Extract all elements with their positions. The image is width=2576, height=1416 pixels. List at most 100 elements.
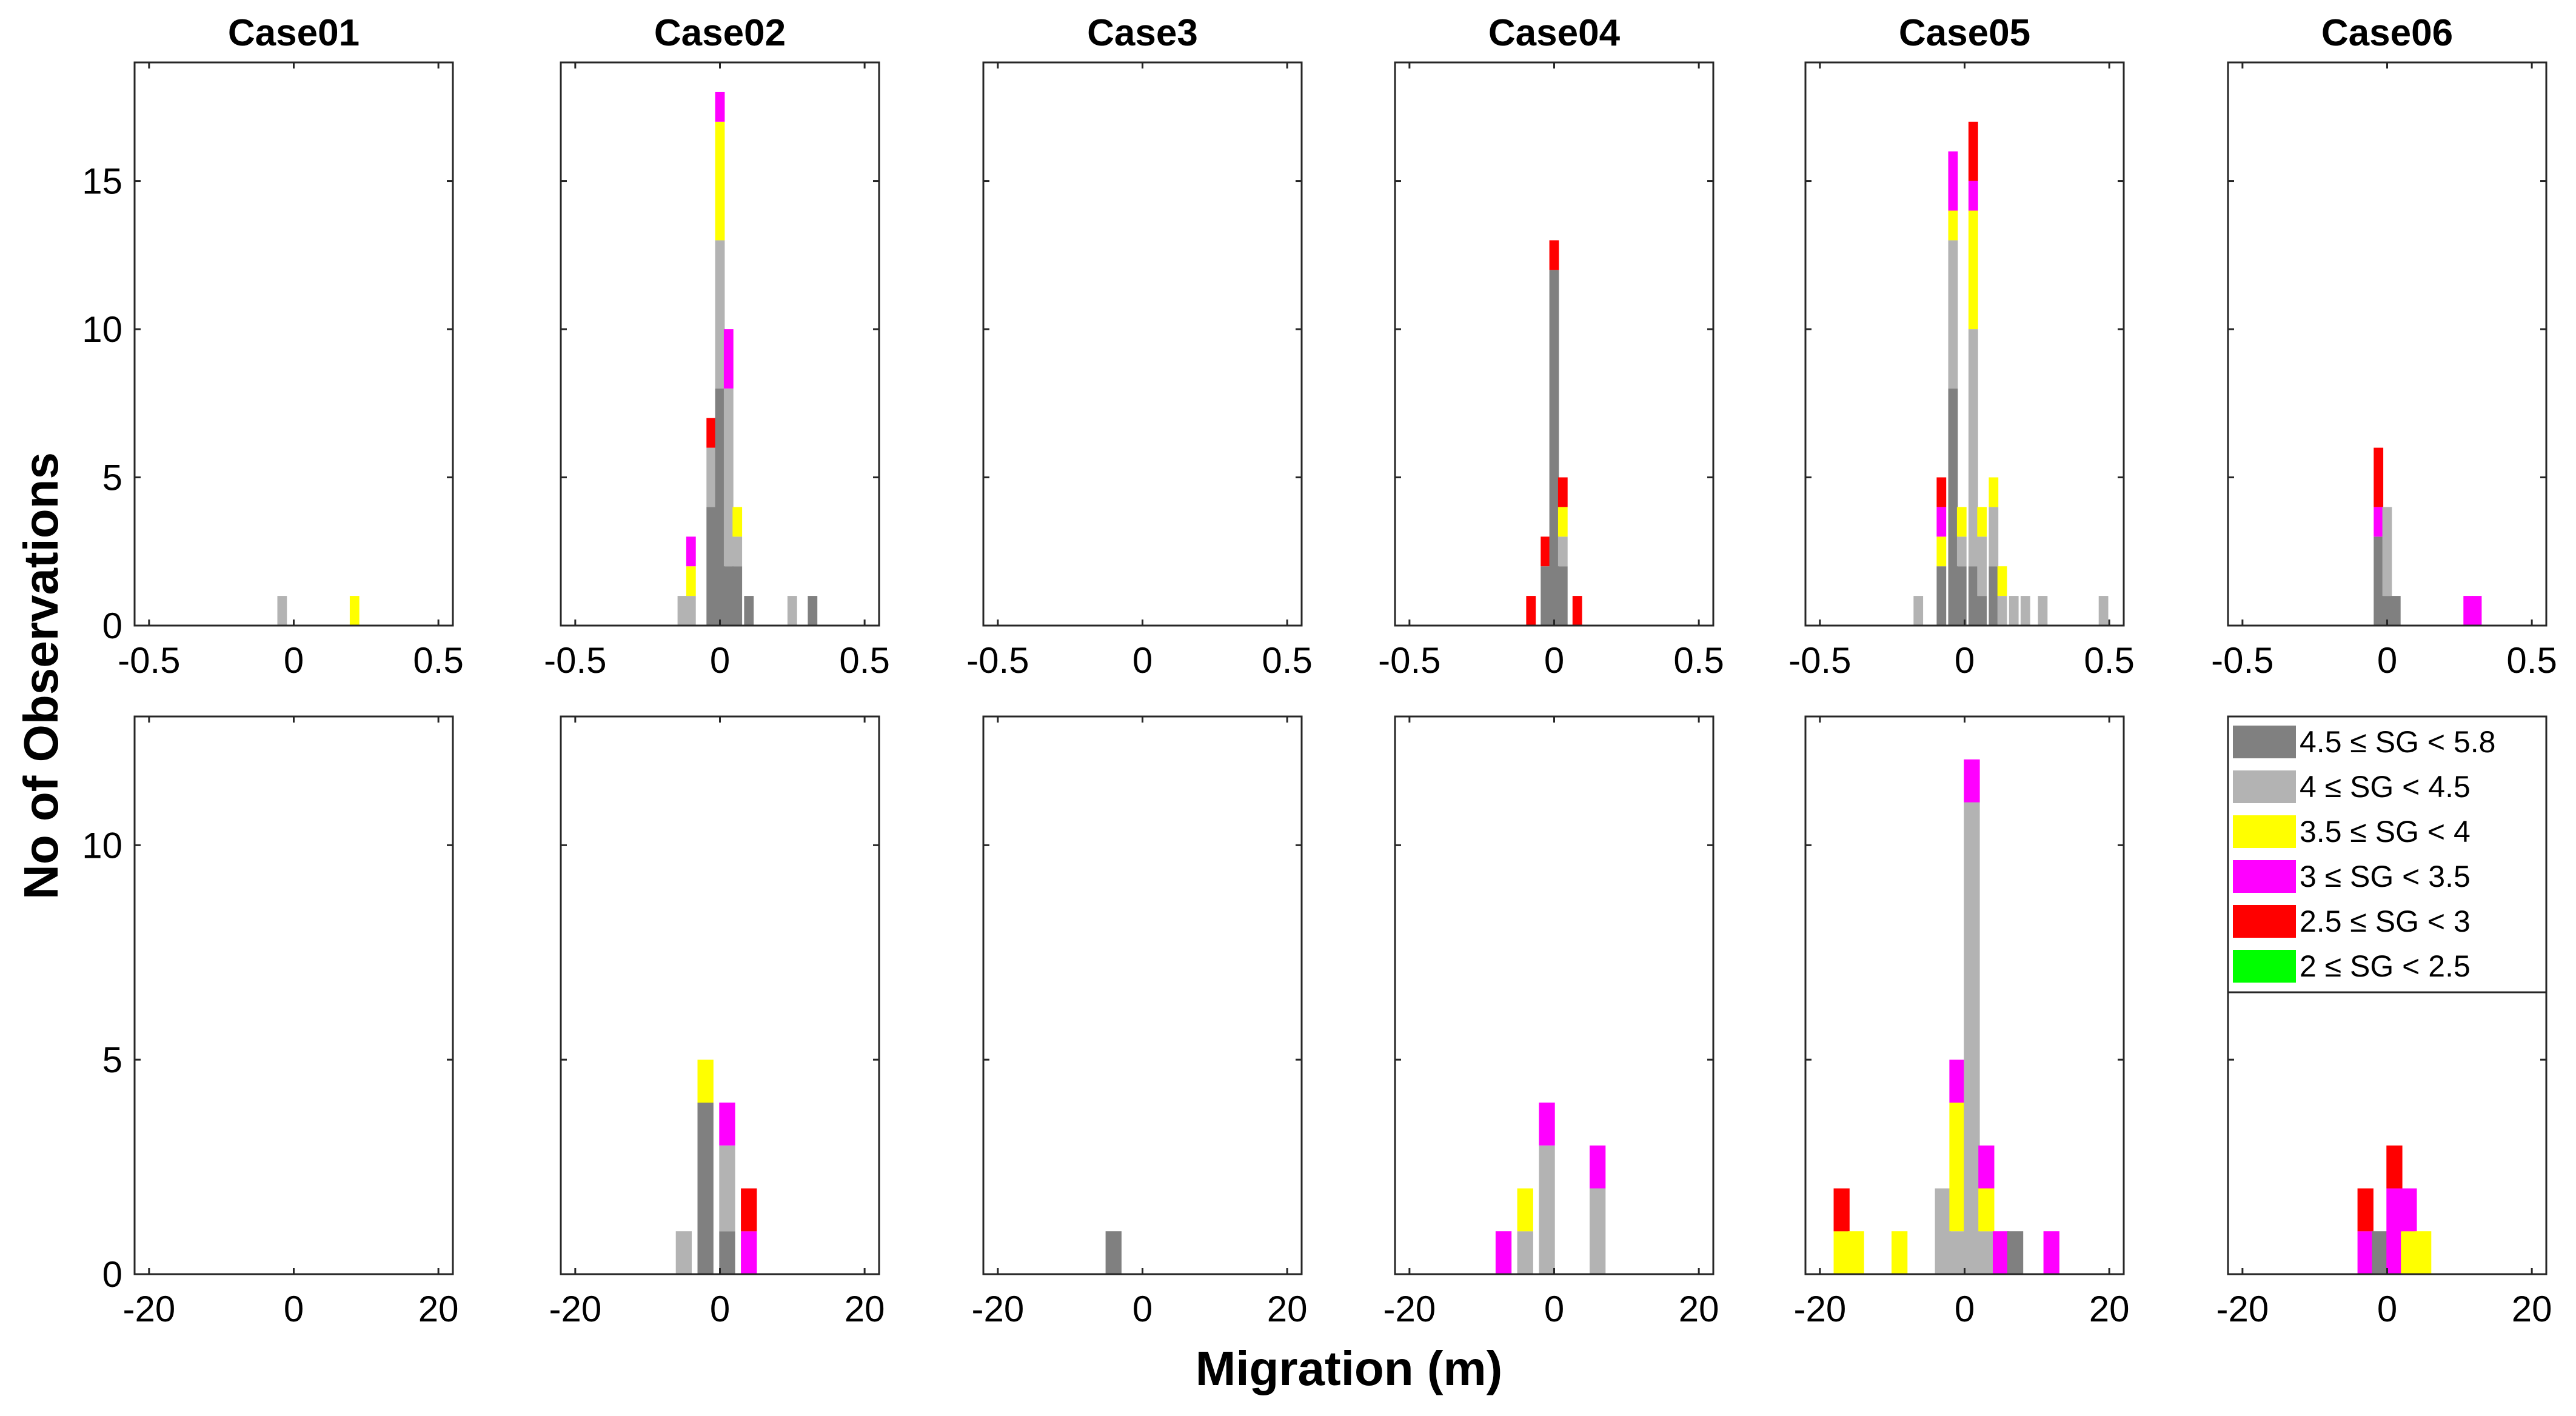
bar-0-5-0-s4 [2374, 447, 2384, 507]
x-tick-label: 0.5 [839, 640, 889, 681]
y-tick-label: 0 [102, 1254, 122, 1295]
bar-0-1-4-s3 [723, 329, 734, 389]
x-tick-label: -0.5 [966, 640, 1029, 681]
x-tick-label: -20 [549, 1289, 602, 1329]
bar-0-4-4-s3 [1968, 181, 1978, 211]
bar-0-4-2-s2 [1948, 210, 1958, 241]
x-tick-label: 0.5 [2084, 640, 2134, 681]
bar-1-4-6-s3 [1978, 1145, 1995, 1189]
x-tick-label: 20 [1679, 1289, 1719, 1329]
legend: 4.5 ≤ SG < 5.8 4 ≤ SG < 4.5 3.5 ≤ SG < 4 3 … [2227, 715, 2548, 994]
bar-1-4-6-s2 [1978, 1188, 1995, 1232]
bar-1-1-2-s3 [719, 1102, 735, 1146]
bar-1-3-3-s1 [1590, 1188, 1606, 1274]
bar-0-4-3-s0 [1956, 566, 1967, 626]
bar-1-3-2-s3 [1539, 1102, 1555, 1146]
x-tick-label: 0 [2377, 1289, 2397, 1329]
bar-0-5-1-s1 [2382, 507, 2392, 596]
legend-label: 2.5 ≤ SG < 3 [2300, 904, 2471, 938]
bar-0-4-4-s1 [1968, 329, 1978, 567]
bar-1-3-1-s2 [1517, 1188, 1533, 1232]
x-tick-label: 0 [1132, 1289, 1153, 1329]
axes-box [133, 715, 454, 1275]
bar-1-5-2-s4 [2386, 1145, 2403, 1189]
bar-0-4-5-s0 [1977, 596, 1987, 626]
x-tick-label: 0 [710, 640, 730, 681]
x-tick-label: 20 [2089, 1289, 2130, 1329]
bar-0-5-1-s0 [2382, 596, 2392, 626]
panel-1-5: -20 0 20 [2216, 715, 2552, 1329]
panel-1-3: -20 0 20 [1383, 715, 1719, 1329]
bar-0-1-3-s2 [715, 121, 725, 241]
bar-0-1-4-s1 [723, 388, 734, 567]
bar-0-4-1-s0 [1936, 566, 1947, 626]
x-tick-label: 0.5 [413, 640, 463, 681]
bar-1-4-6-s1 [1978, 1231, 1995, 1274]
panel-title: Case3 [1087, 12, 1198, 54]
bar-0-5-0-s0 [2374, 536, 2384, 626]
bar-0-4-1-s2 [1936, 536, 1947, 567]
x-tick-label: -0.5 [544, 640, 606, 681]
legend-label: 3.5 ≤ SG < 4 [2300, 815, 2471, 849]
bar-0-1-2-s4 [706, 418, 717, 448]
bar-1-4-4-s1 [1949, 1231, 1965, 1274]
bar-1-5-3-s3 [2401, 1188, 2417, 1232]
x-tick-label: -20 [123, 1289, 176, 1329]
bar-0-3-3-s4 [1557, 477, 1568, 507]
bar-0-4-4-s2 [1968, 210, 1978, 330]
figure-xlabel: Migration (m) [1196, 1341, 1503, 1395]
bar-0-1-1-s3 [686, 536, 696, 567]
legend-swatch [2233, 905, 2296, 938]
axes-box [133, 61, 454, 627]
x-tick-label: 0 [710, 1289, 730, 1329]
bar-1-4-4-s2 [1949, 1102, 1965, 1232]
x-tick-label: 0 [1132, 640, 1153, 681]
bar-0-1-2-s1 [706, 447, 717, 507]
x-tick-label: -0.5 [2211, 640, 2273, 681]
y-tick-label: 10 [82, 309, 122, 350]
bar-0-3-3-s0 [1557, 566, 1568, 626]
bar-1-4-0-s4 [1833, 1188, 1850, 1232]
bar-0-4-1-s4 [1936, 477, 1947, 507]
bar-0-4-6-s1 [1989, 507, 1999, 567]
bar-1-5-1-s0 [2372, 1231, 2388, 1274]
panel-0-5: -0.5 0 0.5 Case06 [2211, 12, 2557, 681]
x-tick-label: 0 [284, 640, 304, 681]
bar-0-4-4-s4 [1968, 121, 1978, 181]
y-tick-label: 0 [102, 606, 122, 646]
bar-0-4-9-s1 [2020, 596, 2030, 626]
panel-0-4: -0.5 0 0.5 Case05 [1788, 12, 2135, 681]
bar-0-5-0-s3 [2374, 507, 2384, 537]
bar-0-4-5-s1 [1977, 536, 1987, 596]
bar-1-3-2-s1 [1539, 1145, 1555, 1274]
legend-box [2227, 715, 2548, 994]
bar-0-3-1-s4 [1541, 536, 1551, 567]
bar-1-5-3-s2 [2401, 1231, 2417, 1274]
bar-1-5-0-s3 [2357, 1231, 2374, 1274]
axes-box [982, 61, 1303, 627]
bar-0-3-1-s0 [1541, 566, 1551, 626]
bar-1-4-3-s1 [1935, 1188, 1951, 1274]
bar-0-1-4-s0 [723, 566, 734, 626]
bar-0-4-2-s1 [1948, 240, 1958, 389]
bar-0-1-5-s1 [732, 536, 743, 567]
bar-0-4-11-s1 [2098, 596, 2109, 626]
legend-swatch [2233, 726, 2296, 758]
bar-0-4-2-s3 [1948, 151, 1958, 211]
bar-0-3-4-s4 [1572, 596, 1582, 626]
x-tick-label: -20 [2216, 1289, 2269, 1329]
panel-title: Case05 [1899, 12, 2030, 54]
bar-0-5-4-s3 [2472, 596, 2482, 626]
bar-1-1-3-s4 [741, 1188, 757, 1232]
figure-ylabel: No of Observations [14, 452, 68, 900]
bar-1-1-2-s1 [719, 1145, 735, 1232]
x-tick-label: 20 [418, 1289, 459, 1329]
bar-1-4-1-s2 [1848, 1231, 1864, 1274]
bar-1-1-0-s1 [675, 1231, 692, 1274]
bar-1-3-0-s3 [1495, 1231, 1512, 1274]
x-tick-label: 20 [2512, 1289, 2552, 1329]
bar-1-5-4-s2 [2415, 1231, 2432, 1274]
